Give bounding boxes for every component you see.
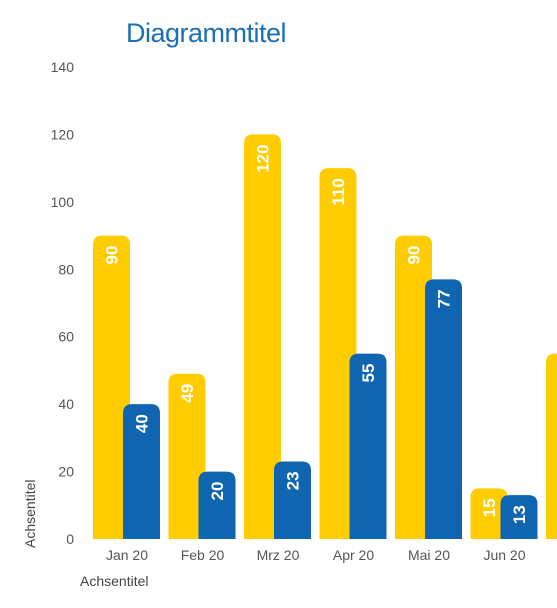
y-tick-label: 100 (51, 194, 75, 210)
chart-title: Diagrammtitel (126, 18, 287, 48)
bar-data-label: 90 (405, 246, 424, 265)
x-axis-title: Achsentitel (80, 573, 149, 589)
bar-data-label: 120 (254, 144, 273, 172)
bar-series-1-4 (319, 168, 357, 539)
y-tick-label: 60 (58, 329, 74, 345)
x-category-label: Mrz 20 (257, 547, 300, 563)
y-tick-label: 120 (51, 126, 75, 142)
bar-series-1-1 (93, 235, 130, 540)
bar-data-label: 90 (103, 246, 122, 265)
x-category-label: Mai 20 (408, 547, 450, 563)
bar-data-label: 49 (178, 384, 197, 403)
y-tick-label: 20 (58, 464, 74, 480)
x-category-label: Jan 20 (106, 547, 148, 563)
bar-data-label: 110 (329, 178, 348, 205)
bar-series-1-7 (546, 353, 557, 539)
bar-data-label: 77 (435, 289, 454, 308)
y-tick-label: 40 (58, 396, 74, 412)
bar-series-2-2 (198, 471, 236, 539)
x-category-label: Feb 20 (181, 547, 225, 563)
bar-data-label: 55 (556, 364, 557, 383)
y-tick-label: 80 (58, 261, 74, 277)
x-category-label: Apr 20 (333, 547, 374, 563)
bar-series-2-4 (349, 353, 387, 539)
bar-data-label: 15 (480, 498, 499, 517)
bar-data-label: 13 (510, 505, 529, 524)
bar-series-2-3 (274, 461, 311, 539)
bar-series-1-3 (244, 134, 281, 539)
bar-data-label: 55 (359, 364, 378, 383)
bar-data-label: 23 (284, 471, 303, 490)
bar-series-2-5 (425, 279, 462, 539)
bar-series-1-6 (470, 488, 508, 539)
bar-series-1-2 (168, 373, 206, 539)
bar-series-2-1 (123, 404, 160, 539)
bar-data-label: 40 (133, 414, 152, 433)
bar-data-label: 20 (208, 482, 227, 501)
bar-series-2-6 (500, 495, 538, 539)
x-category-label: Jun 20 (483, 547, 525, 563)
y-tick-label: 0 (66, 531, 74, 547)
y-tick-label: 140 (51, 59, 75, 75)
bar-series-1-5 (395, 235, 432, 540)
